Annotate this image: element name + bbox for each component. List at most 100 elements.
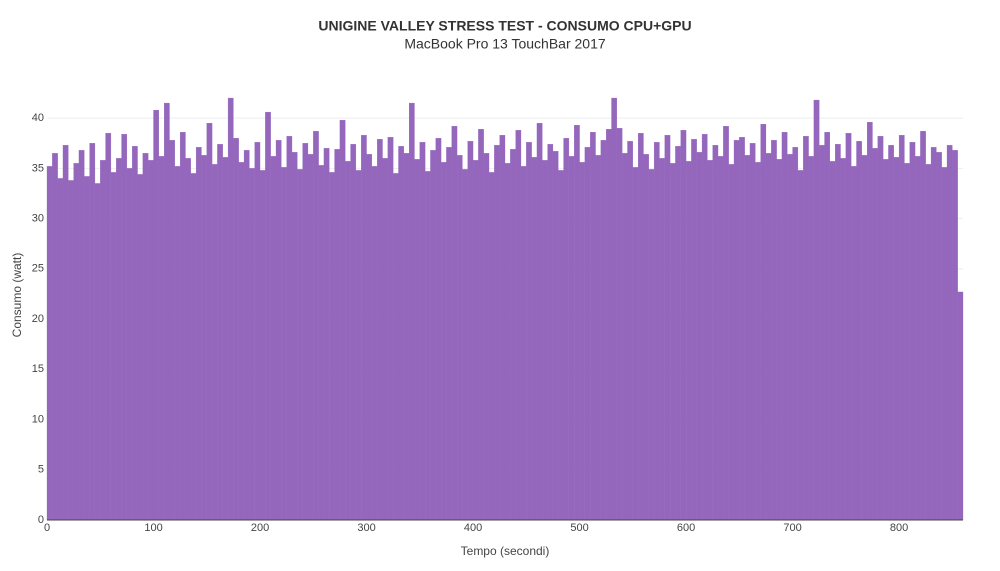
bar <box>206 123 213 521</box>
bar <box>116 158 122 521</box>
bar <box>217 144 223 521</box>
bar <box>478 129 484 521</box>
bar <box>451 126 458 521</box>
bar <box>185 158 191 521</box>
bar <box>355 170 362 521</box>
y-tick-label: 20 <box>32 313 44 325</box>
bar <box>771 140 777 521</box>
bar <box>137 174 144 521</box>
bar <box>664 135 671 521</box>
bar <box>350 144 357 521</box>
bar <box>813 99 820 521</box>
bar <box>685 161 692 521</box>
bar <box>254 142 261 521</box>
bar <box>776 159 783 521</box>
bar <box>488 172 495 521</box>
bar <box>744 155 751 521</box>
x-tick-label: 500 <box>570 522 588 534</box>
bar <box>760 124 767 521</box>
bar <box>286 136 293 521</box>
bar <box>723 126 729 521</box>
bar <box>227 97 234 521</box>
y-tick-label: 10 <box>32 413 44 425</box>
bar <box>946 145 953 521</box>
bar <box>707 160 713 521</box>
bar <box>680 130 687 521</box>
bar <box>307 154 314 521</box>
bar <box>339 119 346 521</box>
bar <box>691 139 697 521</box>
bar <box>792 147 799 521</box>
bar <box>297 169 303 521</box>
bar <box>749 143 756 521</box>
bar <box>366 154 373 521</box>
bar <box>345 161 351 521</box>
bar <box>531 157 538 521</box>
bar <box>52 153 58 521</box>
bar <box>957 291 964 521</box>
bar <box>195 147 202 521</box>
bar <box>94 183 101 521</box>
y-tick-label: 15 <box>32 363 44 375</box>
bar <box>558 170 564 521</box>
bar <box>520 166 527 521</box>
bar <box>419 142 426 521</box>
bar <box>877 136 884 521</box>
bar <box>888 145 894 521</box>
bar <box>898 135 905 521</box>
bar <box>73 163 80 521</box>
bar <box>904 163 910 521</box>
bar <box>925 164 932 521</box>
bar <box>440 162 447 521</box>
bar <box>243 150 250 521</box>
bar <box>275 140 282 521</box>
y-tick-label: 30 <box>32 213 44 225</box>
bar <box>909 142 916 521</box>
bar <box>552 151 559 521</box>
bar <box>318 165 325 521</box>
bar <box>121 134 128 521</box>
bar <box>653 142 660 521</box>
bar <box>313 131 319 521</box>
bar <box>835 144 841 521</box>
bar <box>78 150 85 521</box>
bar <box>659 158 665 521</box>
bar <box>510 149 516 521</box>
bar <box>148 160 154 521</box>
x-axis-label: Tempo (secondi) <box>461 544 550 558</box>
bar <box>126 168 133 521</box>
bar <box>46 166 53 521</box>
bar <box>84 176 90 521</box>
bar <box>153 109 159 521</box>
bar <box>89 143 96 521</box>
bar <box>190 173 197 521</box>
x-tick-label: 300 <box>357 522 375 534</box>
bar <box>824 132 831 521</box>
bar <box>483 153 490 521</box>
bar <box>456 155 463 521</box>
x-tick-label: 700 <box>783 522 801 534</box>
bar <box>57 178 64 521</box>
y-axis-label: Consumo (watt) <box>10 253 24 338</box>
bar <box>302 143 309 521</box>
bar <box>179 132 186 521</box>
bar <box>845 133 852 521</box>
bar <box>62 145 69 521</box>
bar <box>329 172 335 521</box>
bar <box>696 152 703 521</box>
bar <box>717 156 724 521</box>
bar <box>701 134 708 521</box>
bar <box>414 159 420 521</box>
y-tick-label: 35 <box>32 162 44 174</box>
x-tick-label: 600 <box>677 522 695 534</box>
bar <box>611 97 617 521</box>
bar <box>238 162 245 521</box>
bar <box>930 147 937 521</box>
bar <box>291 152 298 521</box>
bar <box>547 144 554 521</box>
bar <box>574 125 580 521</box>
bar <box>579 162 586 521</box>
bar <box>403 153 410 521</box>
bar <box>158 156 165 521</box>
